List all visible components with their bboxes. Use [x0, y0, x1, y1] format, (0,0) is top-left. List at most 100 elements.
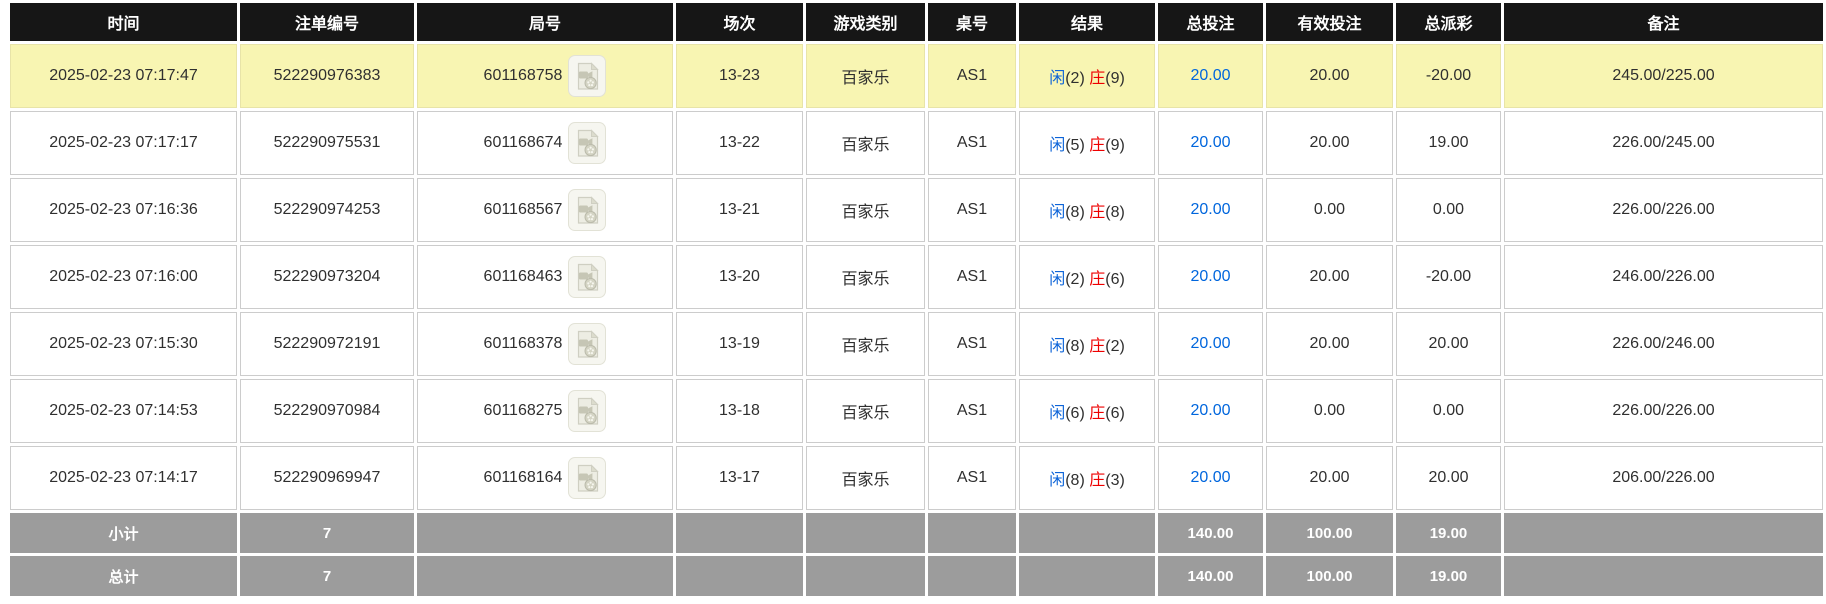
- result-banker-label: 庄: [1089, 271, 1106, 288]
- total-bet-link[interactable]: 20.00: [1190, 201, 1231, 218]
- cell-round-number: 601168378: [417, 312, 673, 376]
- round-number-text: 601168463: [483, 268, 563, 285]
- cell-session: 13-23: [676, 44, 803, 108]
- result-player-score: (8): [1065, 204, 1090, 221]
- cell-remark: 226.00/246.00: [1504, 312, 1823, 376]
- cell-game-type: 百家乐: [806, 312, 925, 376]
- bet-record-row: 2025-02-23 07:17:47 522290976383 601168758…: [10, 44, 1823, 108]
- bet-record-row: 2025-02-23 07:14:53 522290970984 601168275…: [10, 379, 1823, 443]
- cell-payout: 20.00: [1396, 446, 1501, 510]
- cell-result: 闲(2) 庄(6): [1019, 245, 1155, 309]
- result-banker-label: 庄: [1089, 338, 1106, 355]
- result-banker-score: (2): [1105, 338, 1125, 355]
- grand-total-total-bet: 140.00: [1158, 556, 1263, 596]
- cell-game-type: 百家乐: [806, 178, 925, 242]
- cell-remark: 245.00/225.00: [1504, 44, 1823, 108]
- cell-payout: -20.00: [1396, 44, 1501, 108]
- cell-result: 闲(8) 庄(8): [1019, 178, 1155, 242]
- result-banker-score: (3): [1105, 472, 1125, 489]
- cell-total-bet: 20.00: [1158, 178, 1263, 242]
- round-number-group: 601168758: [484, 55, 607, 97]
- subtotal-empty-game-type: [806, 513, 925, 553]
- video-replay-button[interactable]: [568, 189, 607, 231]
- cell-result: 闲(6) 庄(6): [1019, 379, 1155, 443]
- column-header-remark: 备注: [1504, 3, 1823, 41]
- cell-total-bet: 20.00: [1158, 44, 1263, 108]
- round-number-text: 601168567: [483, 201, 563, 218]
- bet-record-row: 2025-02-23 07:17:17 522290975531 601168674…: [10, 111, 1823, 175]
- result-player-score: (5): [1065, 137, 1090, 154]
- cell-round-number: 601168275: [417, 379, 673, 443]
- result-banker-score: (6): [1105, 271, 1125, 288]
- cell-session: 13-20: [676, 245, 803, 309]
- cell-valid-bet: 20.00: [1266, 446, 1393, 510]
- cell-table-number: AS1: [928, 178, 1016, 242]
- cell-time: 2025-02-23 07:16:36: [10, 178, 237, 242]
- result-player-label: 闲: [1049, 338, 1066, 355]
- cell-round-number: 601168567: [417, 178, 673, 242]
- result-banker-label: 庄: [1089, 137, 1106, 154]
- subtotal-row: 小计 7 140.00 100.00 19.00: [10, 513, 1823, 553]
- video-replay-icon: [577, 396, 599, 425]
- cell-bet-number: 522290969947: [240, 446, 414, 510]
- grand-total-valid-bet: 100.00: [1266, 556, 1393, 596]
- cell-remark: 246.00/226.00: [1504, 245, 1823, 309]
- total-bet-link[interactable]: 20.00: [1190, 67, 1231, 84]
- total-bet-link[interactable]: 20.00: [1190, 335, 1231, 352]
- result-banker-score: (8): [1105, 204, 1125, 221]
- cell-time: 2025-02-23 07:14:53: [10, 379, 237, 443]
- round-number-group: 601168463: [484, 256, 607, 298]
- column-header-time: 时间: [10, 3, 237, 41]
- round-number-text: 601168164: [483, 469, 563, 486]
- round-number-text: 601168674: [483, 134, 563, 151]
- bet-record-row: 2025-02-23 07:15:30 522290972191 601168378…: [10, 312, 1823, 376]
- cell-total-bet: 20.00: [1158, 312, 1263, 376]
- column-header-total_bet: 总投注: [1158, 3, 1263, 41]
- grand-total-empty-table: [928, 556, 1016, 596]
- result-player-score: (2): [1065, 271, 1090, 288]
- round-number-text: 601168275: [483, 402, 563, 419]
- round-number-group: 601168674: [484, 122, 607, 164]
- subtotal-empty-round: [417, 513, 673, 553]
- cell-time: 2025-02-23 07:14:17: [10, 446, 237, 510]
- cell-bet-number: 522290970984: [240, 379, 414, 443]
- cell-session: 13-22: [676, 111, 803, 175]
- cell-round-number: 601168164: [417, 446, 673, 510]
- column-header-valid_bet: 有效投注: [1266, 3, 1393, 41]
- round-number-text: 601168378: [483, 335, 563, 352]
- result-banker-label: 庄: [1089, 472, 1106, 489]
- video-replay-button[interactable]: [568, 390, 607, 432]
- cell-valid-bet: 20.00: [1266, 111, 1393, 175]
- column-header-round_no: 局号: [417, 3, 673, 41]
- total-bet-link[interactable]: 20.00: [1190, 134, 1231, 151]
- total-bet-link[interactable]: 20.00: [1190, 469, 1231, 486]
- cell-remark: 206.00/226.00: [1504, 446, 1823, 510]
- result-player-score: (8): [1065, 472, 1090, 489]
- cell-game-type: 百家乐: [806, 446, 925, 510]
- subtotal-empty-session: [676, 513, 803, 553]
- bet-records-table: 时间 注单编号 局号 场次 游戏类别 桌号 结果 总投注 有效投注 总派彩 备注 2025-02-2…: [7, 0, 1826, 599]
- total-bet-link[interactable]: 20.00: [1190, 268, 1231, 285]
- cell-valid-bet: 20.00: [1266, 312, 1393, 376]
- cell-valid-bet: 0.00: [1266, 178, 1393, 242]
- cell-valid-bet: 20.00: [1266, 44, 1393, 108]
- total-bet-link[interactable]: 20.00: [1190, 402, 1231, 419]
- cell-session: 13-21: [676, 178, 803, 242]
- video-replay-button[interactable]: [568, 457, 607, 499]
- video-replay-icon: [577, 329, 599, 358]
- result-banker-score: (9): [1105, 70, 1125, 87]
- cell-payout: 0.00: [1396, 379, 1501, 443]
- cell-result: 闲(8) 庄(2): [1019, 312, 1155, 376]
- cell-payout: 19.00: [1396, 111, 1501, 175]
- video-replay-button[interactable]: [568, 256, 607, 298]
- bet-record-row: 2025-02-23 07:16:00 522290973204 601168463…: [10, 245, 1823, 309]
- result-banker-score: (6): [1105, 405, 1125, 422]
- cell-result: 闲(2) 庄(9): [1019, 44, 1155, 108]
- video-replay-button[interactable]: [568, 323, 607, 365]
- video-replay-button[interactable]: [568, 122, 607, 164]
- cell-time: 2025-02-23 07:17:47: [10, 44, 237, 108]
- video-replay-button[interactable]: [568, 55, 607, 97]
- result-player-label: 闲: [1049, 405, 1066, 422]
- cell-bet-number: 522290976383: [240, 44, 414, 108]
- cell-time: 2025-02-23 07:15:30: [10, 312, 237, 376]
